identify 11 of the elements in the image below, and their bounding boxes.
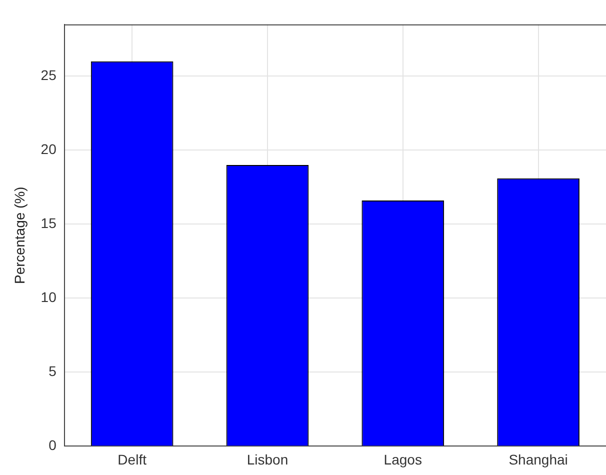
x-tick-label: Lisbon — [246, 451, 288, 468]
x-tick-label: Delft — [118, 451, 147, 468]
y-tick-label: 10 — [40, 289, 57, 306]
y-tick-label: 0 — [48, 437, 57, 454]
y-tick-label: 20 — [40, 141, 57, 158]
y-tick-label: 15 — [40, 215, 57, 232]
x-tick-label: Lagos — [384, 451, 422, 468]
y-tick-label: 25 — [40, 67, 57, 84]
y-tick-label: 5 — [48, 363, 57, 380]
x-tick-label: Shanghai — [508, 451, 568, 468]
y-axis-title: Percentage (%) — [11, 186, 28, 284]
